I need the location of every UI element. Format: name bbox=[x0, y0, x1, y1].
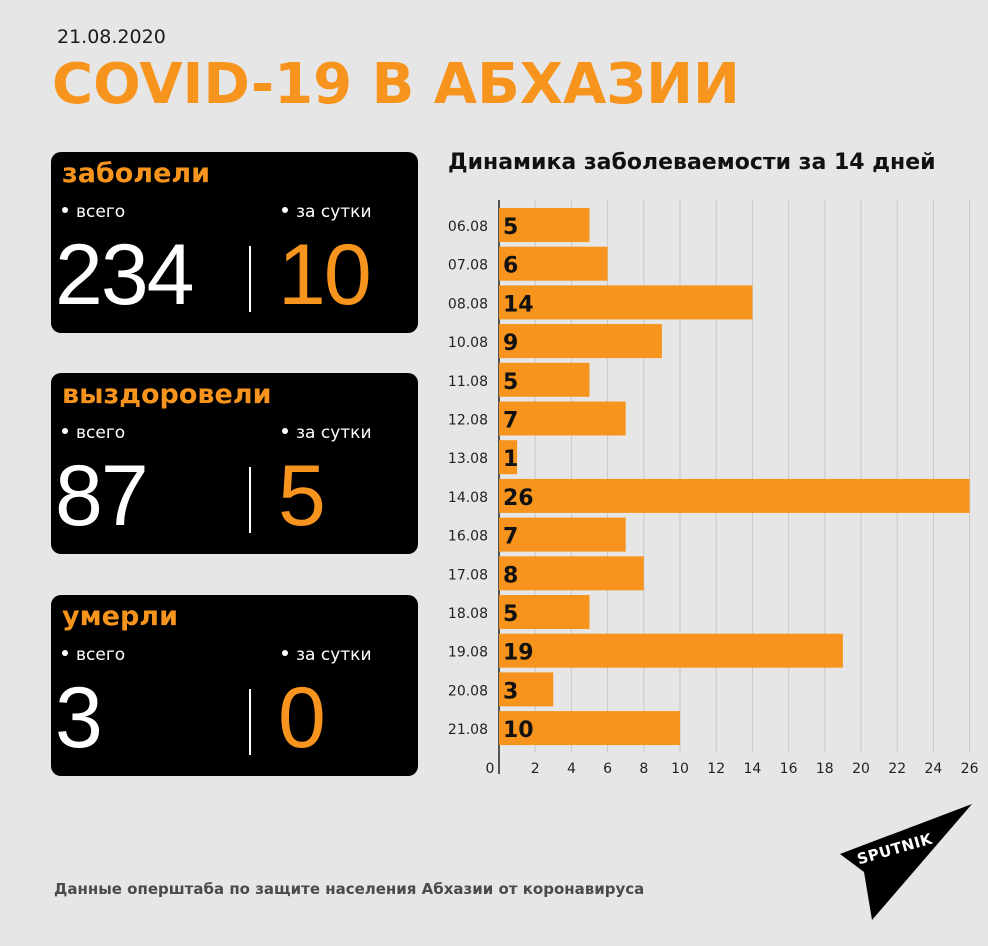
data-label: 5 bbox=[503, 602, 518, 627]
total-sublabel: всего bbox=[62, 645, 125, 665]
source-footer: Данные оперштаба по защите населения Абх… bbox=[54, 880, 645, 898]
bullet-icon bbox=[282, 207, 288, 213]
divider bbox=[249, 689, 251, 755]
category-label: 12.08 bbox=[448, 413, 488, 429]
card-label: выздоровели bbox=[62, 379, 272, 410]
data-label: 1 bbox=[503, 447, 518, 472]
data-label: 3 bbox=[503, 679, 518, 704]
category-label: 11.08 bbox=[448, 374, 488, 390]
bar bbox=[499, 285, 753, 320]
x-tick-label: 8 bbox=[639, 761, 648, 777]
bar bbox=[499, 401, 626, 436]
x-tick-label: 18 bbox=[816, 761, 834, 777]
bar bbox=[499, 440, 518, 475]
x-tick-label: 12 bbox=[707, 761, 725, 777]
category-label: 10.08 bbox=[448, 335, 488, 351]
data-label: 19 bbox=[503, 641, 534, 666]
bar bbox=[499, 478, 970, 513]
data-label: 5 bbox=[503, 370, 518, 395]
daily-sublabel: за сутки bbox=[282, 423, 372, 443]
bar bbox=[499, 208, 590, 242]
total-sublabel: всего bbox=[62, 202, 125, 222]
card-infected: заболели всего за сутки 234 10 bbox=[51, 152, 418, 333]
bullet-icon bbox=[282, 650, 288, 656]
data-label: 10 bbox=[503, 718, 534, 743]
bar bbox=[499, 672, 554, 707]
chart-title: Динамика заболеваемости за 14 дней bbox=[448, 150, 936, 175]
x-tick-label: 16 bbox=[780, 761, 798, 777]
category-label: 16.08 bbox=[448, 529, 488, 545]
category-label: 06.08 bbox=[448, 219, 488, 235]
date-label: 21.08.2020 bbox=[57, 26, 166, 48]
bullet-icon bbox=[62, 428, 68, 434]
data-label: 7 bbox=[503, 525, 518, 550]
sputnik-logo-icon bbox=[840, 804, 972, 920]
data-label: 8 bbox=[503, 563, 518, 588]
bar bbox=[499, 517, 626, 552]
data-label: 6 bbox=[503, 254, 518, 279]
category-label: 08.08 bbox=[448, 296, 488, 312]
card-recovered: выздоровели всего за сутки 87 5 bbox=[51, 373, 418, 554]
category-label: 18.08 bbox=[448, 606, 488, 622]
x-tick-label: 2 bbox=[531, 761, 540, 777]
x-tick-label: 6 bbox=[603, 761, 612, 777]
card-deaths: умерли всего за сутки 3 0 bbox=[51, 595, 418, 776]
x-tick-label: 14 bbox=[743, 761, 761, 777]
daily-sublabel: за сутки bbox=[282, 645, 372, 665]
bar bbox=[499, 324, 662, 359]
bullet-icon bbox=[282, 428, 288, 434]
daily-sublabel: за сутки bbox=[282, 202, 372, 222]
bar bbox=[499, 595, 590, 629]
bar bbox=[499, 556, 644, 591]
card-label: заболели bbox=[62, 158, 211, 189]
data-label: 14 bbox=[503, 292, 534, 317]
daily-value: 0 bbox=[278, 670, 326, 766]
x-tick-label: 10 bbox=[671, 761, 689, 777]
bar bbox=[499, 711, 680, 746]
x-tick-label: 26 bbox=[961, 761, 979, 777]
bullet-icon bbox=[62, 207, 68, 213]
bar-chart: 5 06.08 6 07.08 14 08.08 9 10.08 5 11.08 7 12.08 1 13… bbox=[448, 200, 979, 777]
x-tick-label: 22 bbox=[888, 761, 906, 777]
total-value: 3 bbox=[55, 670, 103, 766]
category-label: 21.08 bbox=[448, 722, 488, 738]
bar bbox=[499, 633, 843, 668]
total-sublabel: всего bbox=[62, 423, 125, 443]
data-label: 26 bbox=[503, 486, 534, 511]
daily-value: 10 bbox=[278, 227, 372, 323]
data-label: 7 bbox=[503, 409, 518, 434]
category-label: 19.08 bbox=[448, 645, 488, 661]
divider bbox=[249, 246, 251, 312]
card-label: умерли bbox=[62, 601, 179, 632]
page-title: COVID-19 В АБХАЗИИ bbox=[52, 52, 740, 117]
category-label: 07.08 bbox=[448, 258, 488, 274]
x-tick-label: 20 bbox=[852, 761, 870, 777]
total-value: 87 bbox=[55, 448, 149, 544]
category-label: 20.08 bbox=[448, 683, 488, 699]
data-label: 5 bbox=[503, 215, 518, 240]
category-label: 17.08 bbox=[448, 567, 488, 583]
category-label: 14.08 bbox=[448, 490, 488, 506]
x-tick-label: 24 bbox=[924, 761, 942, 777]
x-tick-label: 0 bbox=[486, 761, 495, 777]
daily-value: 5 bbox=[278, 448, 326, 544]
bar bbox=[499, 246, 608, 281]
divider bbox=[249, 467, 251, 533]
bullet-icon bbox=[62, 650, 68, 656]
x-tick-label: 4 bbox=[567, 761, 576, 777]
bar bbox=[499, 362, 590, 397]
total-value: 234 bbox=[55, 227, 194, 323]
data-label: 9 bbox=[503, 331, 518, 356]
category-label: 13.08 bbox=[448, 451, 488, 467]
